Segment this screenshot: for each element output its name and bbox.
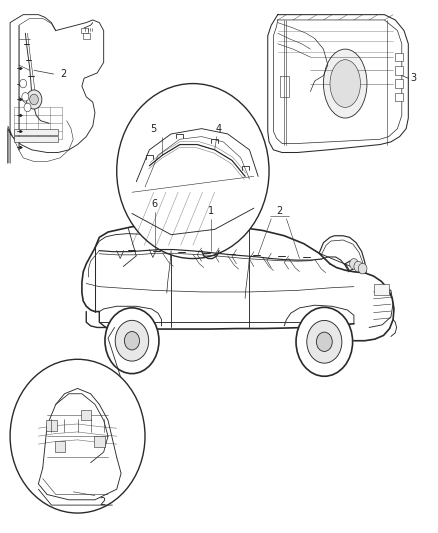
Bar bbox=[81, 410, 92, 420]
Bar bbox=[94, 436, 105, 447]
Ellipse shape bbox=[323, 49, 367, 118]
Text: 5: 5 bbox=[151, 124, 157, 134]
Circle shape bbox=[22, 93, 29, 101]
Bar bbox=[395, 93, 403, 101]
Text: 1: 1 bbox=[208, 206, 214, 216]
Bar bbox=[81, 28, 88, 33]
Circle shape bbox=[296, 308, 353, 376]
Bar bbox=[395, 53, 403, 61]
Text: 2: 2 bbox=[276, 206, 282, 216]
Text: 6: 6 bbox=[152, 199, 158, 209]
Circle shape bbox=[105, 308, 159, 374]
Bar bbox=[395, 66, 403, 75]
Bar bbox=[46, 420, 57, 431]
Text: 2: 2 bbox=[99, 497, 106, 507]
Bar bbox=[83, 33, 90, 38]
Circle shape bbox=[26, 90, 42, 109]
Ellipse shape bbox=[10, 359, 145, 513]
Bar bbox=[14, 128, 58, 135]
Ellipse shape bbox=[330, 60, 360, 108]
Bar bbox=[395, 79, 403, 88]
Bar bbox=[55, 441, 65, 452]
Bar bbox=[374, 284, 389, 295]
Circle shape bbox=[316, 332, 332, 351]
Circle shape bbox=[350, 259, 358, 269]
Bar bbox=[14, 135, 58, 142]
Circle shape bbox=[307, 320, 342, 363]
Circle shape bbox=[30, 94, 39, 105]
Circle shape bbox=[20, 79, 27, 88]
Text: 4: 4 bbox=[216, 124, 222, 134]
Circle shape bbox=[124, 332, 140, 350]
Ellipse shape bbox=[117, 84, 269, 259]
Circle shape bbox=[354, 261, 363, 272]
Text: 2: 2 bbox=[60, 69, 67, 79]
Circle shape bbox=[115, 320, 148, 361]
Circle shape bbox=[24, 103, 31, 112]
Text: 3: 3 bbox=[410, 73, 417, 83]
Circle shape bbox=[358, 263, 367, 274]
